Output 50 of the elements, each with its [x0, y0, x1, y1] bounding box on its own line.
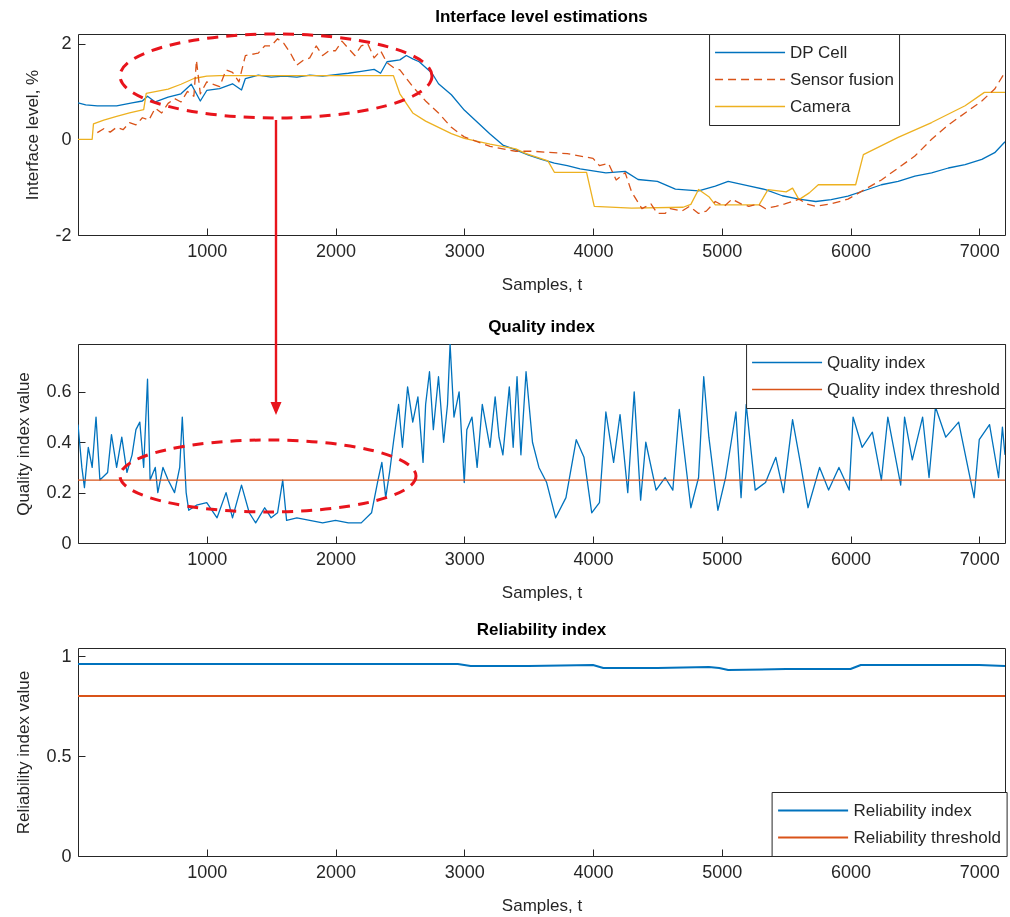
y-axis-title: Quality index value — [14, 372, 34, 516]
legend-label: Camera — [790, 96, 852, 116]
x-tick-label: 3000 — [444, 240, 485, 261]
y-tick-label: 0.2 — [46, 482, 72, 503]
legend-label: Reliability index — [853, 800, 973, 820]
y-tick-label: 0 — [61, 532, 72, 553]
x-tick-label: 7000 — [959, 861, 1000, 882]
legend-label: Reliability threshold — [853, 827, 1001, 847]
legend-label: Quality index — [827, 352, 926, 372]
y-tick-label: 0.5 — [46, 745, 72, 766]
y-tick-label: 2 — [61, 33, 72, 54]
x-tick-label: 6000 — [830, 861, 872, 882]
chart-title: Reliability index — [476, 620, 607, 639]
line-series — [96, 38, 1005, 215]
chart-title: Interface level estimations — [435, 6, 648, 26]
x-tick-label: 1000 — [187, 861, 228, 882]
x-tick-label: 7000 — [959, 548, 1000, 569]
x-axis-title: Samples, t — [501, 274, 583, 294]
x-axis-title: Samples, t — [501, 895, 583, 915]
y-tick-label: -2 — [55, 224, 72, 245]
x-tick-label: 2000 — [315, 861, 357, 882]
y-tick-label: 0 — [61, 845, 72, 866]
x-tick-label: 4000 — [573, 548, 614, 569]
x-tick-label: 5000 — [702, 861, 743, 882]
legend-label: DP Cell — [790, 42, 848, 62]
line-series — [78, 344, 1005, 524]
x-tick-label: 3000 — [444, 548, 485, 569]
y-tick-label: 0 — [61, 128, 72, 149]
x-tick-label: 6000 — [830, 240, 872, 261]
x-axis-title: Samples, t — [501, 582, 583, 602]
x-tick-label: 2000 — [315, 548, 357, 569]
y-axis-title: Reliability index value — [14, 670, 34, 835]
x-tick-label: 7000 — [959, 240, 1000, 261]
line-series — [78, 74, 1005, 209]
x-tick-label: 1000 — [187, 548, 228, 569]
y-tick-label: 1 — [61, 645, 72, 666]
y-axis-title: Interface level, % — [23, 69, 43, 201]
x-tick-label: 3000 — [444, 861, 485, 882]
x-tick-label: 2000 — [315, 240, 357, 261]
x-tick-label: 6000 — [830, 548, 872, 569]
chart-title: Quality index — [488, 316, 596, 336]
x-tick-label: 4000 — [573, 240, 614, 261]
legend-label: Quality index threshold — [827, 379, 1001, 399]
x-tick-label: 1000 — [187, 240, 228, 261]
y-tick-label: 0.6 — [46, 381, 72, 402]
x-tick-label: 5000 — [702, 240, 743, 261]
x-tick-label: 4000 — [573, 861, 614, 882]
legend-label: Sensor fusion — [790, 69, 894, 89]
y-tick-label: 0.4 — [46, 431, 72, 452]
x-tick-label: 5000 — [702, 548, 743, 569]
